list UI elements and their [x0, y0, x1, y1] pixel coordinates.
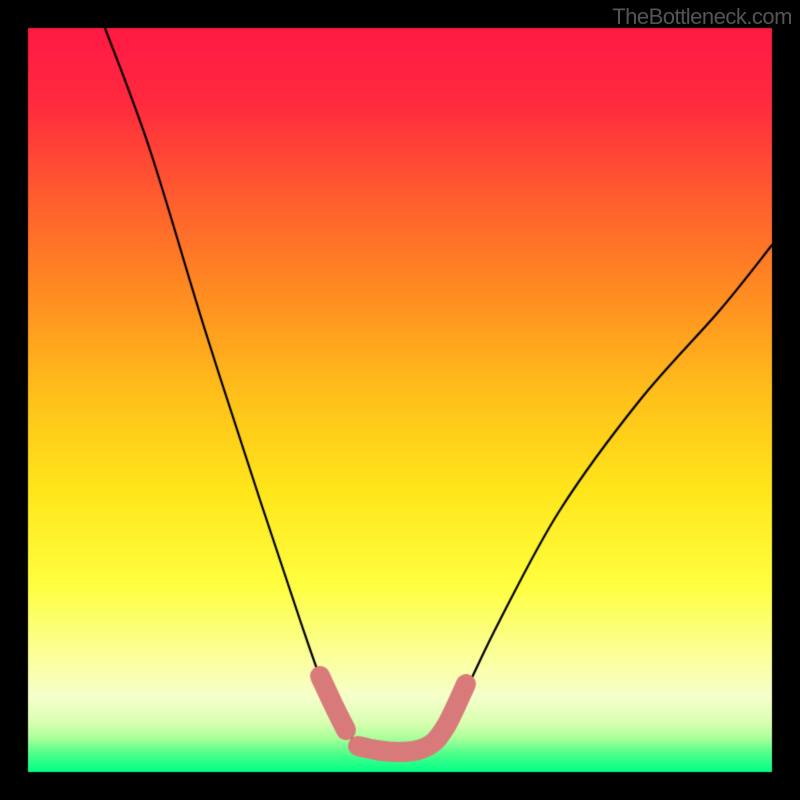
chart-root: TheBottleneck.com [0, 0, 800, 800]
watermark-text: TheBottleneck.com [612, 4, 792, 30]
bottleneck-chart [0, 0, 800, 800]
